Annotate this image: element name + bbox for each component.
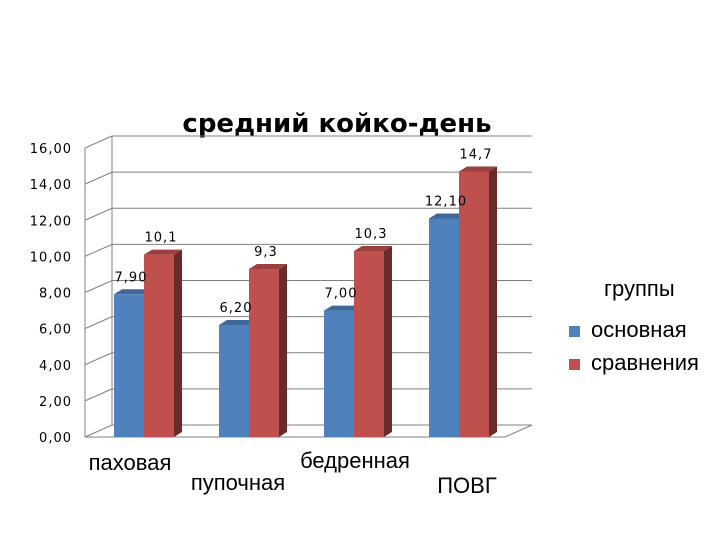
y-tick-label: 16,00 [30, 142, 72, 157]
bar-front [429, 218, 459, 437]
legend: группы основная сравнения [569, 276, 699, 375]
legend-swatch-series-1 [569, 326, 580, 337]
data-label: 7,90 [115, 270, 148, 285]
data-label: 7,00 [325, 287, 358, 302]
bar-top [324, 305, 362, 311]
data-label: 12,10 [425, 194, 467, 209]
data-label: 10,1 [145, 231, 178, 246]
legend-label-series-1: основная [591, 317, 687, 342]
x-category-label: паховая [89, 450, 172, 475]
y-tick-label: 0,00 [39, 431, 72, 446]
data-label: 10,3 [355, 227, 388, 242]
bar-top [219, 320, 257, 326]
x-axis-categories: паховая пупочная бедренная ПОВГ [89, 448, 497, 498]
y-tick-label: 14,00 [30, 178, 72, 193]
bar-side [489, 166, 497, 437]
bar-top [459, 166, 497, 172]
chart-title: средний койко-день [182, 109, 491, 139]
y-tick-label: 2,00 [39, 395, 72, 410]
bar-front [459, 171, 489, 437]
bar [144, 249, 182, 437]
floor-edge [504, 424, 533, 438]
bar-top [354, 245, 392, 251]
bars [114, 166, 497, 437]
bar-front [324, 310, 354, 437]
bar-front [144, 254, 174, 437]
y-tick-label: 10,00 [30, 250, 72, 265]
y-tick-label: 4,00 [39, 359, 72, 374]
bar-side [384, 245, 392, 437]
legend-swatch-series-2 [569, 359, 580, 370]
data-label: 9,3 [254, 245, 278, 260]
bar-front [219, 325, 249, 437]
bar-front [354, 250, 384, 437]
data-label: 14,7 [460, 147, 493, 162]
bar-side [279, 264, 287, 437]
bar [459, 166, 497, 437]
x-category-label: бедренная [300, 448, 410, 473]
data-labels: 7,90 10,1 6,20 9,3 7,00 10,3 12,10 14,7 [115, 147, 493, 316]
bar-side [174, 249, 182, 437]
y-tick-label: 6,00 [39, 323, 72, 338]
legend-title: группы [604, 276, 675, 301]
y-tick-label: 8,00 [39, 287, 72, 302]
bar [354, 245, 392, 437]
y-axis: 0,00 2,00 4,00 6,00 8,00 10,00 12,00 14,00 16,00 [30, 142, 72, 446]
bar [249, 264, 287, 437]
bar-front [249, 269, 279, 437]
bar-top [249, 264, 287, 270]
x-category-label: пупочная [191, 470, 285, 495]
legend-label-series-2: сравнения [591, 350, 699, 375]
bar-top [429, 213, 467, 219]
data-label: 6,20 [220, 301, 253, 316]
bar-top [144, 249, 182, 255]
bar-top [114, 289, 152, 295]
bar-front [114, 294, 144, 437]
x-category-label: ПОВГ [437, 473, 497, 498]
y-tick-label: 12,00 [30, 214, 72, 229]
